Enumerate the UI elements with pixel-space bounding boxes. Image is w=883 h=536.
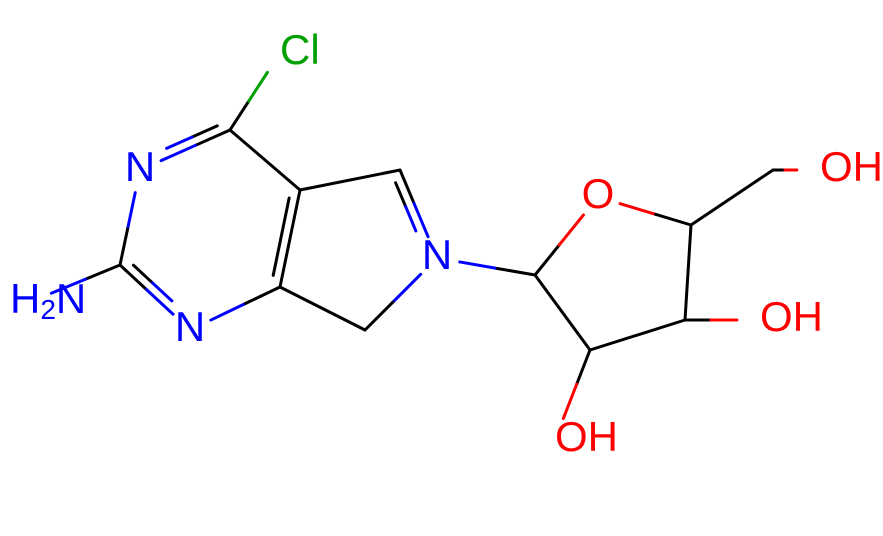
svg-text:OH: OH — [760, 293, 823, 340]
svg-text:OH: OH — [820, 143, 883, 190]
svg-text:N: N — [175, 303, 205, 350]
svg-text:N: N — [422, 231, 452, 278]
svg-text:H2N: H2N — [10, 275, 86, 325]
svg-text:Cl: Cl — [280, 26, 320, 73]
svg-text:O: O — [582, 170, 615, 217]
svg-text:N: N — [125, 143, 155, 190]
molecule-structure: Cl N N N O H2N OH OH OH — [0, 0, 883, 536]
svg-text:OH: OH — [555, 413, 618, 460]
